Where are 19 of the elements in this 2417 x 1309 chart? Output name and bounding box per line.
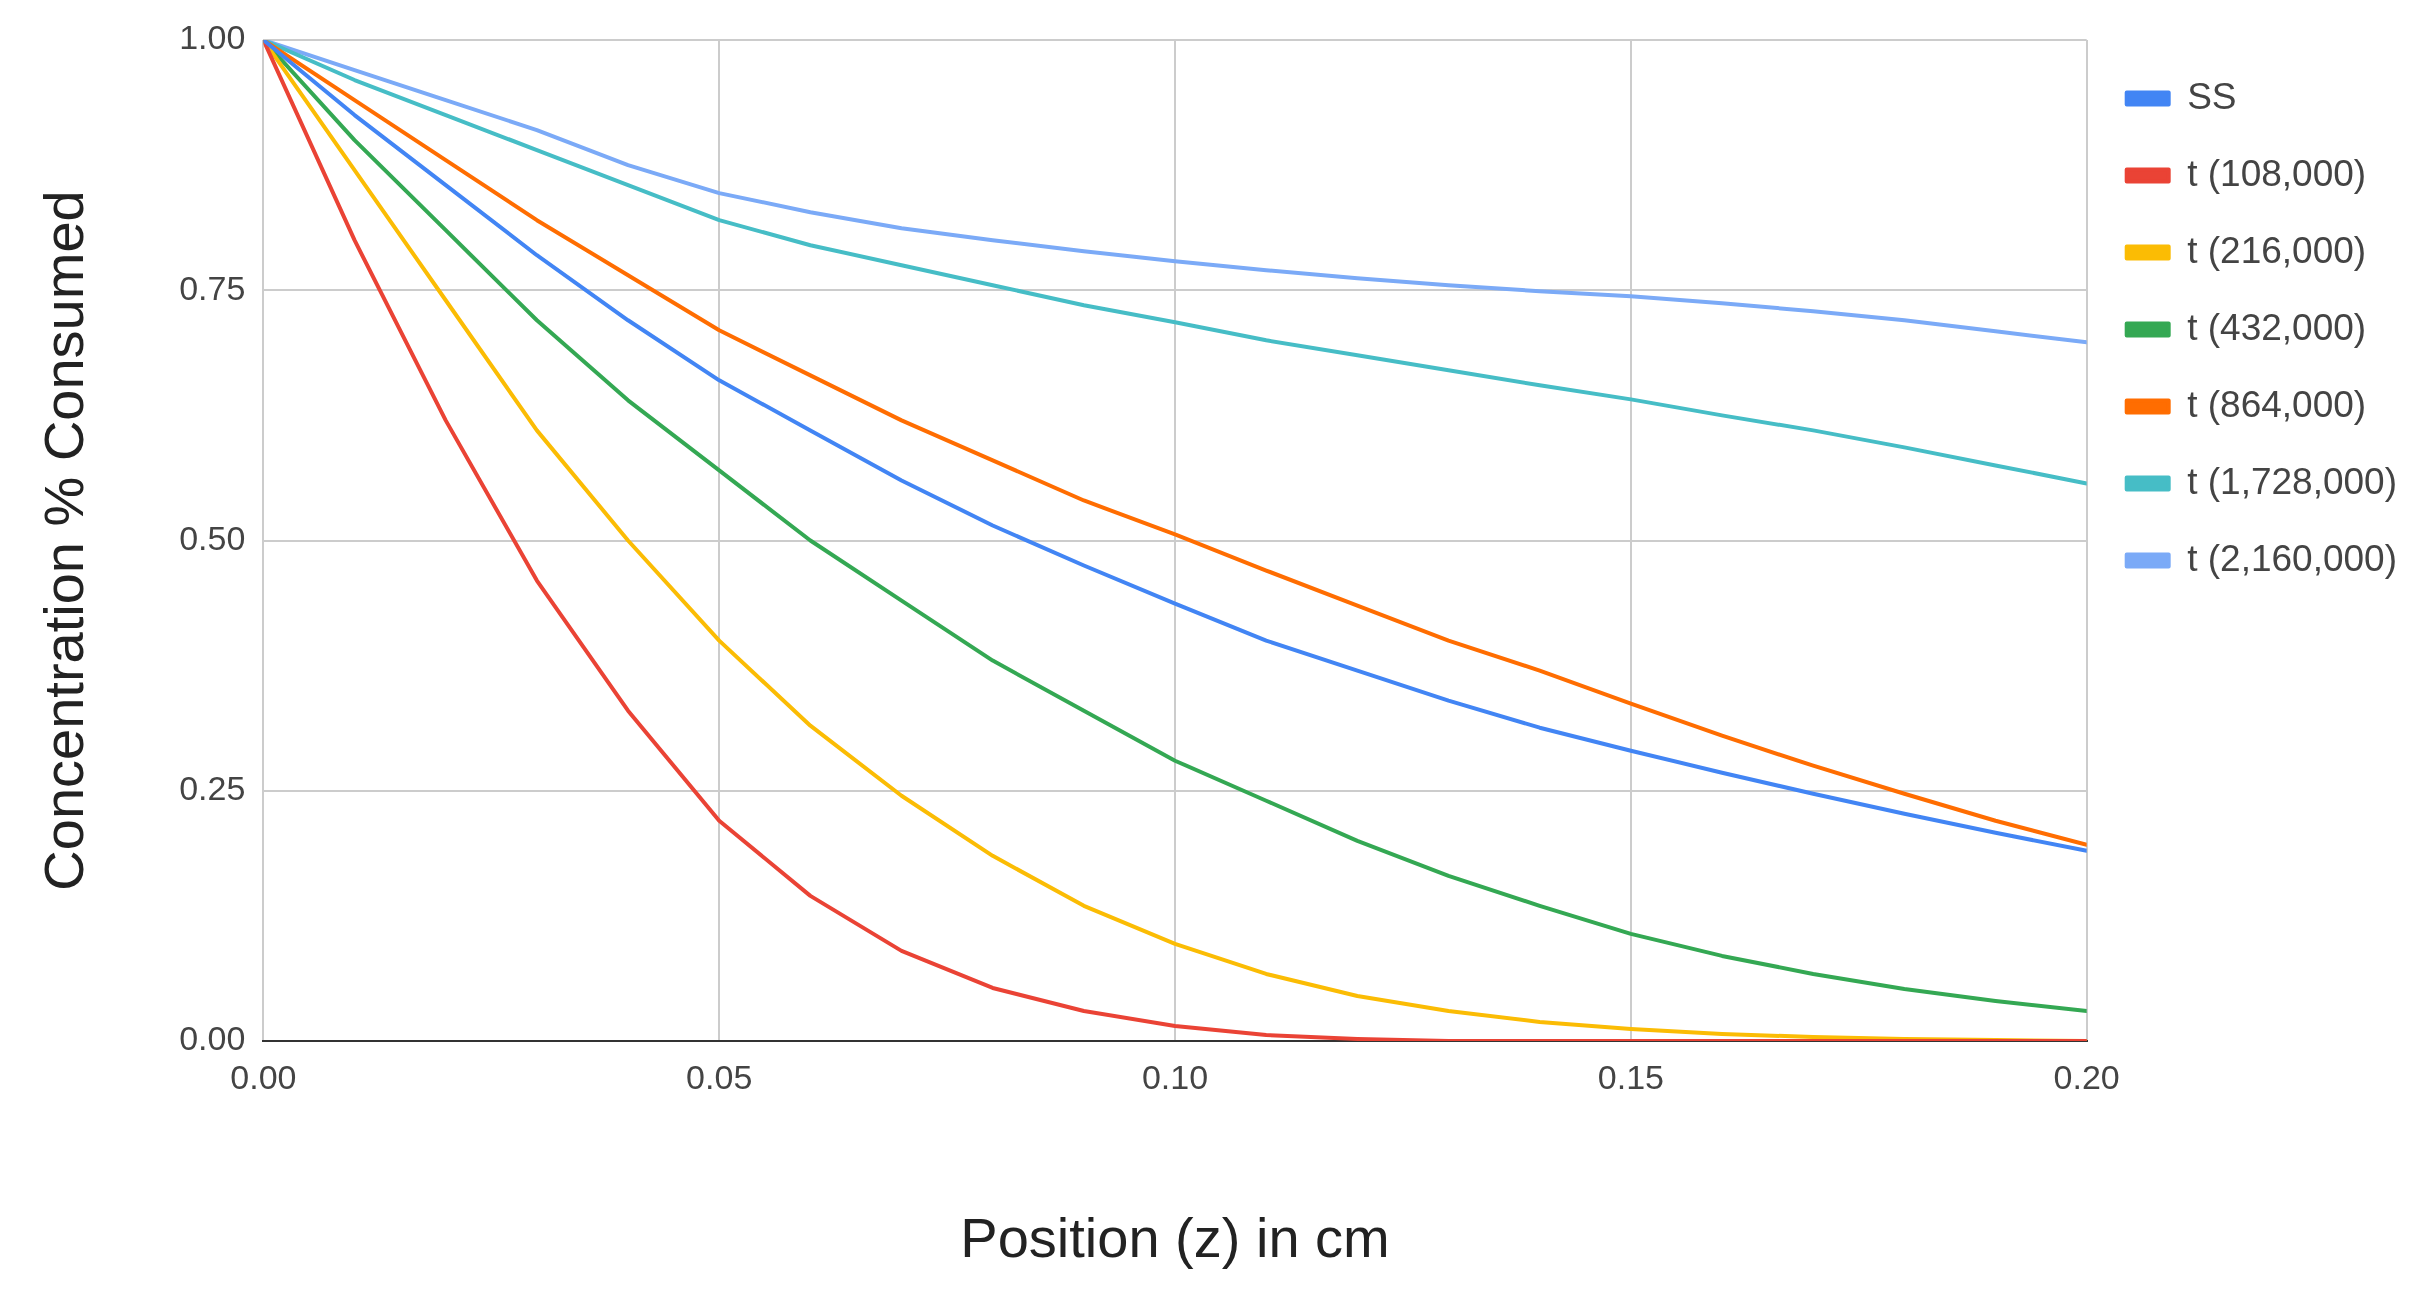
x-tick-label: 0.05 [686, 1057, 753, 1096]
legend-label: t (216,000) [2187, 229, 2367, 271]
legend-label: t (108,000) [2187, 152, 2367, 194]
x-axis-title: Position (z) in cm [960, 1205, 1390, 1269]
legend-label: t (1,728,000) [2187, 460, 2398, 502]
legend-label: SS [2187, 75, 2237, 117]
x-tick-label: 0.00 [230, 1057, 297, 1096]
legend-label: t (2,160,000) [2187, 537, 2398, 579]
x-tick-label: 0.15 [1597, 1057, 1664, 1096]
legend-label: t (432,000) [2187, 306, 2367, 348]
y-tick-label: 0.25 [179, 769, 246, 808]
y-tick-label: 0.75 [179, 268, 246, 307]
y-axis-title: Concentration % Consumed [32, 190, 96, 891]
y-tick-label: 0.50 [179, 518, 246, 557]
legend-label: t (864,000) [2187, 383, 2367, 425]
x-tick-label: 0.10 [1141, 1057, 1209, 1096]
y-tick-label: 1.00 [179, 18, 246, 57]
x-tick-label: 0.20 [2053, 1057, 2120, 1096]
y-tick-label: 0.00 [179, 1019, 246, 1058]
